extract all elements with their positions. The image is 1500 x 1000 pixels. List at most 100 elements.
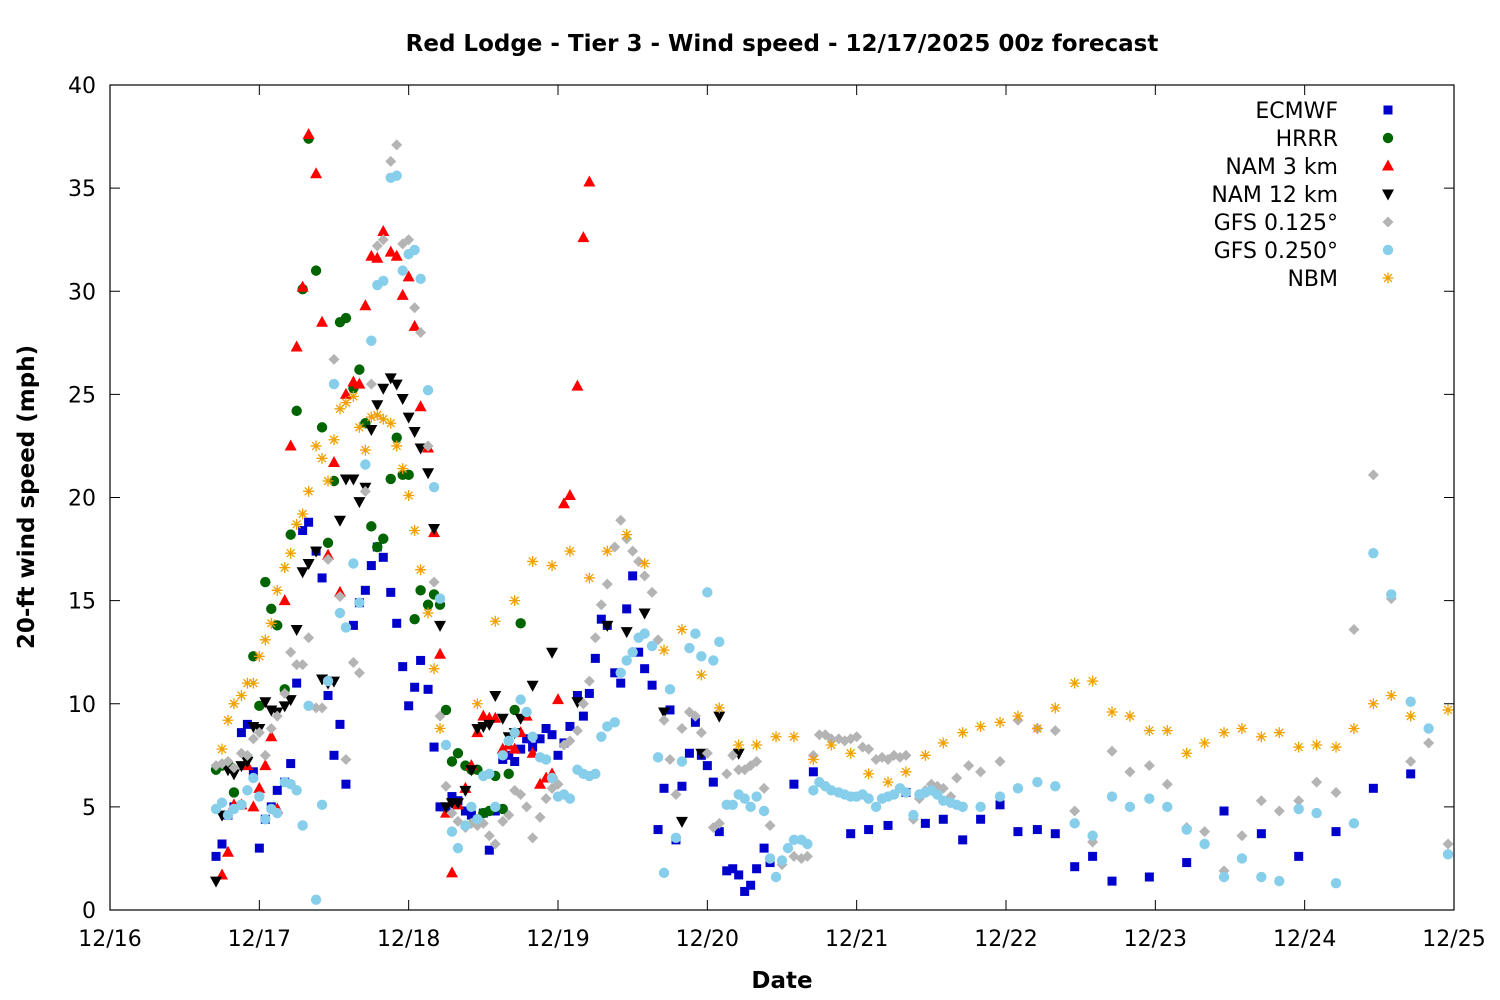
data-point [422,440,434,452]
data-point [621,529,633,541]
data-point [995,800,1005,810]
data-point [684,642,695,654]
data-point [322,553,334,565]
data-point [564,735,576,747]
data-point [391,440,403,452]
data-point [1386,589,1397,600]
data-point [526,680,539,692]
data-point [391,170,402,181]
data-point [813,729,825,741]
y-tick-label: 15 [68,590,96,615]
data-point [285,646,297,658]
data-point [328,378,340,390]
data-point [807,753,819,765]
data-point [259,697,272,709]
data-point [253,650,265,662]
data-point [1049,702,1061,714]
data-point [236,799,247,811]
data-point [353,377,366,389]
data-point [446,826,458,837]
data-point [1255,795,1267,807]
data-point [782,842,794,854]
data-point [241,749,253,761]
data-point [1330,741,1342,753]
data-point [1143,760,1155,772]
data-point [278,594,291,606]
legend-marker [1382,272,1394,284]
data-point [976,814,986,824]
data-point [242,785,253,796]
data-point [633,555,645,567]
data-point [222,714,234,726]
data-point [446,756,458,767]
data-point [377,413,389,425]
data-point [490,801,501,813]
data-point [397,463,409,475]
data-point [863,743,875,755]
data-point [563,488,576,500]
data-point [900,787,912,798]
data-point [546,772,558,784]
x-tick-label: 12/25 [1422,927,1485,952]
data-point [590,768,601,780]
data-point [217,839,227,849]
data-point [751,756,763,767]
data-point [664,684,676,695]
data-point [422,468,435,480]
data-point [227,769,240,781]
data-point [391,432,402,443]
y-tick-label: 25 [68,383,96,408]
data-point [583,675,595,687]
data-point [472,814,483,825]
data-point [958,835,968,845]
data-point [676,723,688,734]
data-point [254,843,264,853]
data-point [1256,871,1267,883]
data-point [297,820,308,831]
data-point [825,739,837,751]
data-point [242,719,252,729]
data-point [409,613,420,625]
data-point [759,843,769,853]
data-point [638,608,651,620]
data-point [975,720,987,732]
data-point [428,663,440,675]
data-point [310,440,322,452]
data-point [353,497,366,509]
data-point [515,694,526,705]
legend-marker [1382,216,1394,228]
data-point [296,280,309,292]
data-point [259,634,271,646]
x-tick-label: 12/19 [526,927,589,952]
data-point [1032,776,1043,788]
data-point [228,787,240,798]
data-point [776,855,788,866]
data-point [658,714,670,726]
data-point [422,607,434,619]
data-point [496,713,509,725]
data-point [546,647,559,659]
data-point [1311,807,1322,819]
data-point [360,585,370,595]
data-point [571,379,584,391]
data-point [534,811,546,823]
data-point [1311,776,1323,788]
data-point [371,251,384,263]
data-point [658,644,670,656]
data-point [1070,862,1080,872]
data-point [515,789,527,800]
data-point [714,827,724,837]
data-point [489,615,501,627]
data-point [489,838,501,850]
y-tick-label: 40 [68,74,96,99]
data-point [1331,827,1341,837]
data-point [371,400,384,412]
data-point [639,558,651,569]
data-point [265,723,277,734]
data-point [1124,710,1136,722]
data-point [1012,783,1024,794]
data-point [722,866,732,876]
data-point [359,444,371,456]
x-tick-label: 12/21 [825,927,888,952]
x-tick-label: 12/24 [1273,927,1336,952]
